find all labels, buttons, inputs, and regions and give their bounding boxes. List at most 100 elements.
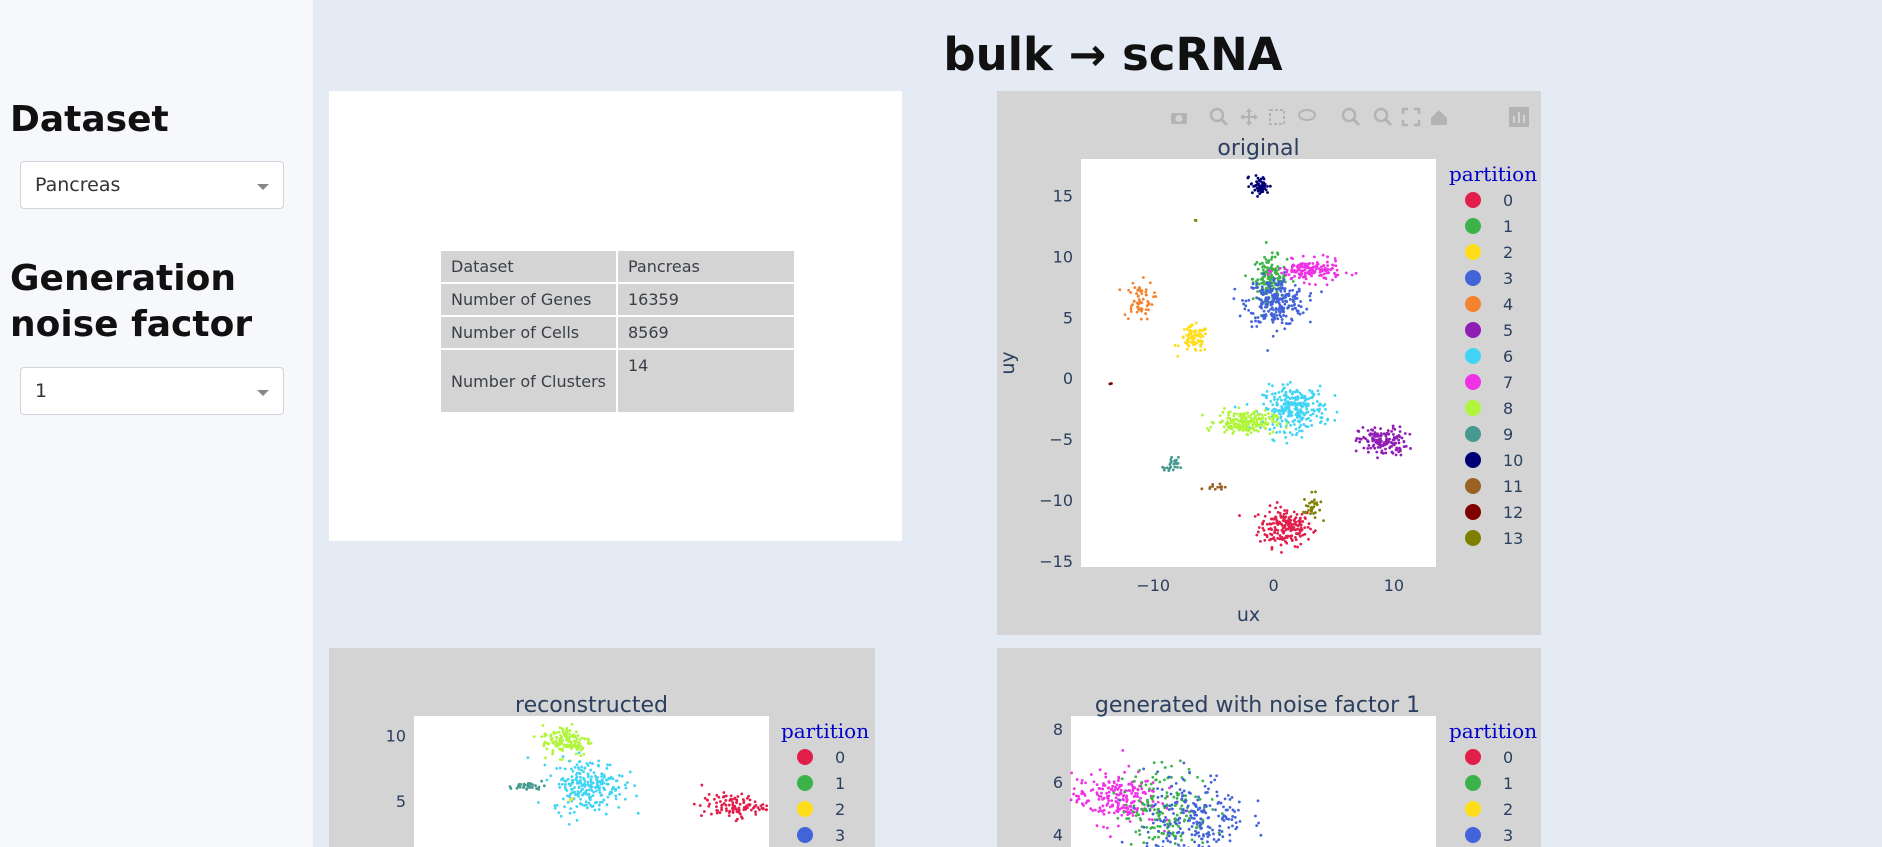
legend-label[interactable]: 13 [1503, 529, 1523, 548]
scatter-point [1283, 516, 1287, 520]
legend-label[interactable]: 12 [1503, 503, 1523, 522]
legend-label[interactable]: 8 [1503, 399, 1513, 418]
scatter-point [1319, 420, 1323, 423]
plotly-logo-icon[interactable] [1509, 107, 1529, 127]
legend-label[interactable]: 6 [1503, 347, 1513, 366]
legend-marker[interactable] [1465, 374, 1481, 390]
plot-area[interactable] [1081, 159, 1436, 567]
legend-label[interactable]: 10 [1503, 451, 1523, 470]
chevron-down-icon[interactable] [257, 390, 269, 396]
scatter-point [579, 781, 583, 785]
scatter-point [551, 740, 555, 744]
scatter-point [1390, 441, 1394, 445]
chevron-down-icon[interactable] [257, 184, 269, 190]
legend-label[interactable]: 1 [1503, 217, 1513, 236]
lasso-icon[interactable] [1297, 107, 1317, 127]
scatter-point [1114, 786, 1118, 790]
legend-marker[interactable] [1465, 426, 1481, 442]
zoom-in-icon[interactable] [1341, 107, 1361, 127]
plot-area[interactable] [1071, 716, 1436, 847]
noise-factor-select[interactable]: 1 [20, 367, 284, 415]
scatter-point [597, 803, 601, 807]
legend-marker[interactable] [1465, 322, 1481, 338]
legend-marker[interactable] [1465, 801, 1481, 817]
legend-label[interactable]: 0 [1503, 748, 1513, 767]
legend-marker[interactable] [1465, 749, 1481, 765]
scatter-point [1116, 788, 1120, 791]
legend-label[interactable]: 2 [1503, 243, 1513, 262]
scatter-point [1160, 831, 1164, 835]
pan-icon[interactable] [1239, 107, 1259, 127]
scatter-point [1310, 274, 1313, 278]
scatter-point [1371, 428, 1375, 432]
legend-label[interactable]: 4 [1503, 295, 1513, 314]
scatter-point [1287, 516, 1291, 520]
scatter-point [1151, 800, 1155, 803]
legend-marker[interactable] [797, 827, 813, 843]
legend-marker[interactable] [1465, 244, 1481, 260]
scatter-point [1280, 271, 1283, 275]
legend-title: partition [1449, 719, 1537, 743]
camera-icon[interactable] [1169, 107, 1189, 127]
legend-marker[interactable] [1465, 400, 1481, 416]
zoom-out-icon[interactable] [1373, 107, 1393, 127]
scatter-point [718, 800, 722, 803]
legend-label[interactable]: 5 [1503, 321, 1513, 340]
legend-label[interactable]: 0 [1503, 191, 1513, 210]
reconstructed-scatter-plot[interactable]: reconstructed 5 10 partition 0 1 2 3 [329, 648, 875, 847]
legend-marker[interactable] [797, 775, 813, 791]
legend-label[interactable]: 0 [835, 748, 845, 767]
legend-marker[interactable] [1465, 296, 1481, 312]
dataset-select[interactable]: Pancreas [20, 161, 284, 209]
legend-label[interactable]: 2 [835, 800, 845, 819]
scatter-point [1334, 259, 1337, 263]
scatter-point [549, 774, 553, 778]
scatter-point [1232, 419, 1235, 423]
generated-scatter-plot[interactable]: generated with noise factor 1 4 6 8 partitio… [997, 648, 1541, 847]
legend-marker[interactable] [1465, 530, 1481, 546]
legend-marker[interactable] [1465, 504, 1481, 520]
scatter-point [570, 775, 574, 779]
scatter-point [1310, 509, 1314, 513]
legend-label[interactable]: 9 [1503, 425, 1513, 444]
reset-axes-icon[interactable] [1429, 107, 1449, 127]
box-select-icon[interactable] [1267, 107, 1287, 127]
scatter-point [1179, 466, 1183, 470]
legend-marker[interactable] [1465, 348, 1481, 364]
legend-marker[interactable] [797, 749, 813, 765]
legend-marker[interactable] [1465, 452, 1481, 468]
zoom-icon[interactable] [1209, 107, 1229, 127]
legend-label[interactable]: 7 [1503, 373, 1513, 392]
scatter-point [1161, 840, 1165, 843]
legend-marker[interactable] [1465, 218, 1481, 234]
scatter-point [1301, 254, 1305, 258]
scatter-point [1309, 512, 1312, 516]
scatter-point [1196, 775, 1199, 779]
autoscale-icon[interactable] [1401, 107, 1421, 127]
scatter-point [1303, 516, 1307, 520]
legend-marker[interactable] [1465, 192, 1481, 208]
scatter-point [1249, 413, 1253, 416]
legend-label[interactable]: 3 [835, 826, 845, 845]
scatter-point [1288, 390, 1292, 394]
scatter-point [748, 798, 752, 802]
legend-marker[interactable] [1465, 478, 1481, 494]
legend-label[interactable]: 1 [1503, 774, 1513, 793]
legend-marker[interactable] [1465, 827, 1481, 843]
legend-marker[interactable] [797, 801, 813, 817]
y-tick-label: −5 [1049, 430, 1073, 449]
scatter-point [1131, 303, 1134, 306]
original-scatter-plot[interactable]: original −15 −10 −5 0 5 10 15 −10 0 10 ux uy partitio… [997, 91, 1541, 635]
legend-label[interactable]: 3 [1503, 826, 1513, 845]
legend-label[interactable]: 2 [1503, 800, 1513, 819]
legend-label[interactable]: 1 [835, 774, 845, 793]
legend-marker[interactable] [1465, 775, 1481, 791]
legend-label[interactable]: 11 [1503, 477, 1523, 496]
scatter-point [1171, 831, 1175, 835]
legend-label[interactable]: 3 [1503, 269, 1513, 288]
scatter-point [1303, 274, 1307, 278]
legend-marker[interactable] [1465, 270, 1481, 286]
